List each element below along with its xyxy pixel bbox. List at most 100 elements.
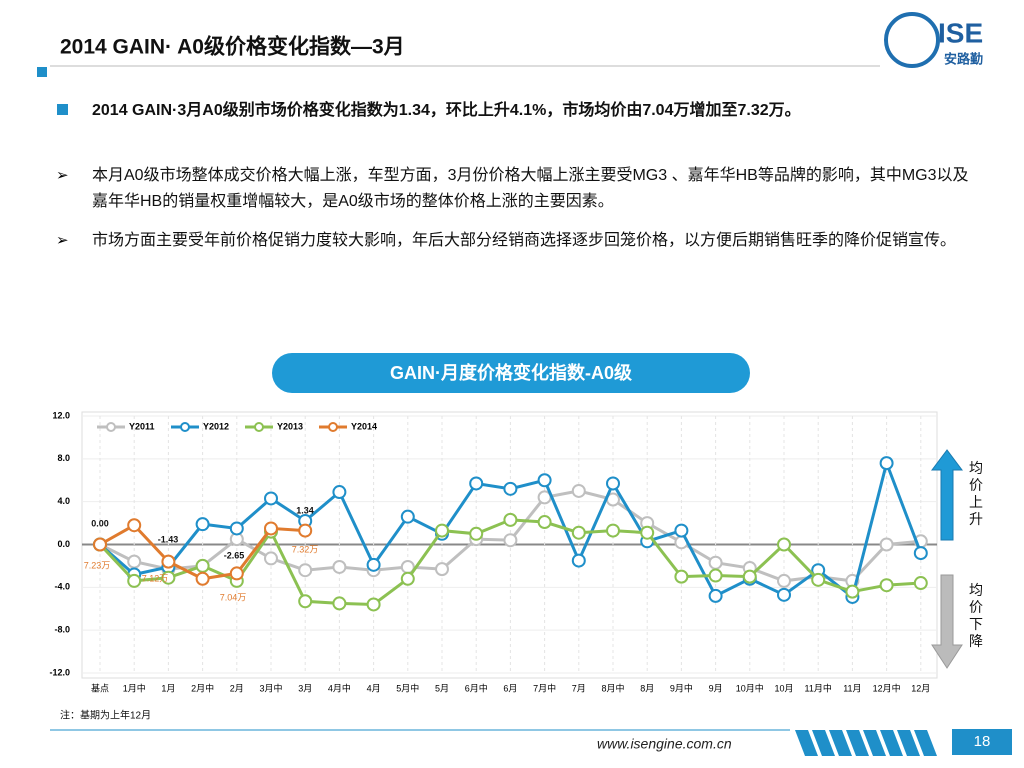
stripes	[795, 730, 937, 756]
point	[264, 491, 278, 506]
point	[742, 569, 757, 584]
point	[332, 485, 347, 500]
x-tick-label: 11月中	[805, 682, 832, 693]
bullet-arrow: ➢	[56, 232, 69, 249]
point	[435, 562, 449, 577]
y-tick-label: 4.0	[57, 496, 70, 506]
x-tick-label: 1月	[161, 683, 175, 693]
y-tick-label: 12.0	[52, 410, 70, 420]
legend-label: Y2011	[129, 421, 155, 431]
point	[811, 572, 826, 587]
y-tick-label: 0.0	[57, 539, 70, 549]
point	[777, 573, 791, 588]
legend-marker	[328, 422, 338, 432]
point	[503, 533, 518, 548]
down-label: 均价下降	[969, 582, 983, 649]
point	[913, 576, 928, 591]
point	[879, 578, 894, 593]
bullet-arrow: ➢	[56, 167, 69, 184]
point	[161, 570, 176, 585]
point	[332, 596, 347, 611]
x-tick-label: 8月中	[601, 682, 624, 693]
legend-label: Y2014	[351, 421, 377, 431]
point	[708, 555, 723, 570]
x-tick-label: 2月	[230, 683, 244, 693]
point	[435, 523, 449, 538]
legend-label: Y2013	[277, 421, 303, 431]
point	[503, 512, 518, 527]
point	[400, 571, 415, 586]
arrow-down	[931, 574, 963, 669]
point	[298, 594, 313, 609]
x-tick-label: 5月中	[396, 682, 419, 693]
point	[366, 597, 381, 612]
point	[366, 557, 381, 572]
point	[93, 537, 107, 552]
x-tick-label: 5月	[435, 683, 449, 693]
point	[161, 554, 176, 569]
point	[195, 571, 210, 586]
legend-marker	[106, 422, 116, 432]
point	[264, 551, 278, 566]
bullet-2: 本月A0级市场整体成交价格大幅上涨，车型方面，3月份价格大幅上涨主要受MG3 、…	[92, 167, 969, 210]
up-label: 均价上升	[969, 460, 983, 527]
point	[469, 526, 484, 541]
annotation: 0.00	[91, 518, 109, 528]
title-marker	[37, 67, 47, 77]
footer-url: www.isengine.com.cn	[597, 736, 732, 752]
annotation: 7.12万	[142, 573, 169, 583]
x-tick-label: 4月中	[328, 682, 351, 693]
x-tick-label: 基点	[91, 682, 109, 693]
point	[537, 515, 552, 530]
x-tick-label: 7月	[572, 683, 586, 693]
point	[469, 476, 484, 491]
point	[879, 537, 894, 552]
point	[913, 546, 928, 561]
logo: ISE	[938, 17, 983, 48]
y-tick-label: -8.0	[54, 625, 70, 635]
page-box	[952, 729, 1012, 755]
point	[571, 483, 586, 498]
x-tick-label: 4月	[367, 683, 381, 693]
x-tick-label: 9月	[709, 683, 723, 693]
point	[127, 554, 142, 569]
x-tick-label: 12月	[911, 683, 930, 693]
chart-title: GAIN·月度价格变化指数-A0级	[390, 362, 633, 383]
point	[400, 509, 415, 524]
point	[571, 553, 586, 568]
x-tick-label: 10月	[774, 683, 793, 693]
logo-ring	[884, 12, 940, 68]
annotation: 7.32万	[292, 544, 319, 554]
page-title: 2014 GAIN· A0级价格变化指数—3月	[60, 35, 405, 59]
point	[229, 521, 244, 536]
x-tick-label: 9月中	[670, 682, 693, 693]
point	[127, 518, 142, 533]
annotation: 7.04万	[220, 592, 247, 602]
point	[879, 456, 894, 471]
point	[777, 537, 791, 552]
x-tick-label: 12月中	[873, 682, 901, 693]
annotation: -1.43	[158, 534, 179, 544]
y-tick-label: -12.0	[49, 667, 70, 677]
x-tick-label: 6月	[503, 683, 517, 693]
x-tick-label: 8月	[640, 683, 654, 693]
bullet-1: 2014 GAIN·3月A0级别市场价格变化指数为1.34，环比上升4.1%，市…	[92, 102, 801, 119]
point	[845, 584, 860, 599]
annotation: 7.23万	[84, 560, 111, 570]
point	[640, 525, 655, 540]
x-tick-label: 7月中	[533, 682, 556, 693]
arrow-up	[931, 449, 963, 541]
point	[606, 476, 620, 491]
point	[195, 517, 210, 532]
y-tick-label: 8.0	[57, 453, 70, 463]
x-tick-label: 1月中	[123, 682, 146, 693]
x-tick-label: 3月中	[259, 682, 282, 693]
note: 注：基期为上年12月	[60, 709, 151, 722]
point	[537, 473, 552, 488]
bullet-square	[57, 104, 68, 115]
point	[127, 573, 142, 588]
banner	[272, 353, 750, 393]
point	[298, 523, 313, 538]
point	[708, 568, 723, 583]
